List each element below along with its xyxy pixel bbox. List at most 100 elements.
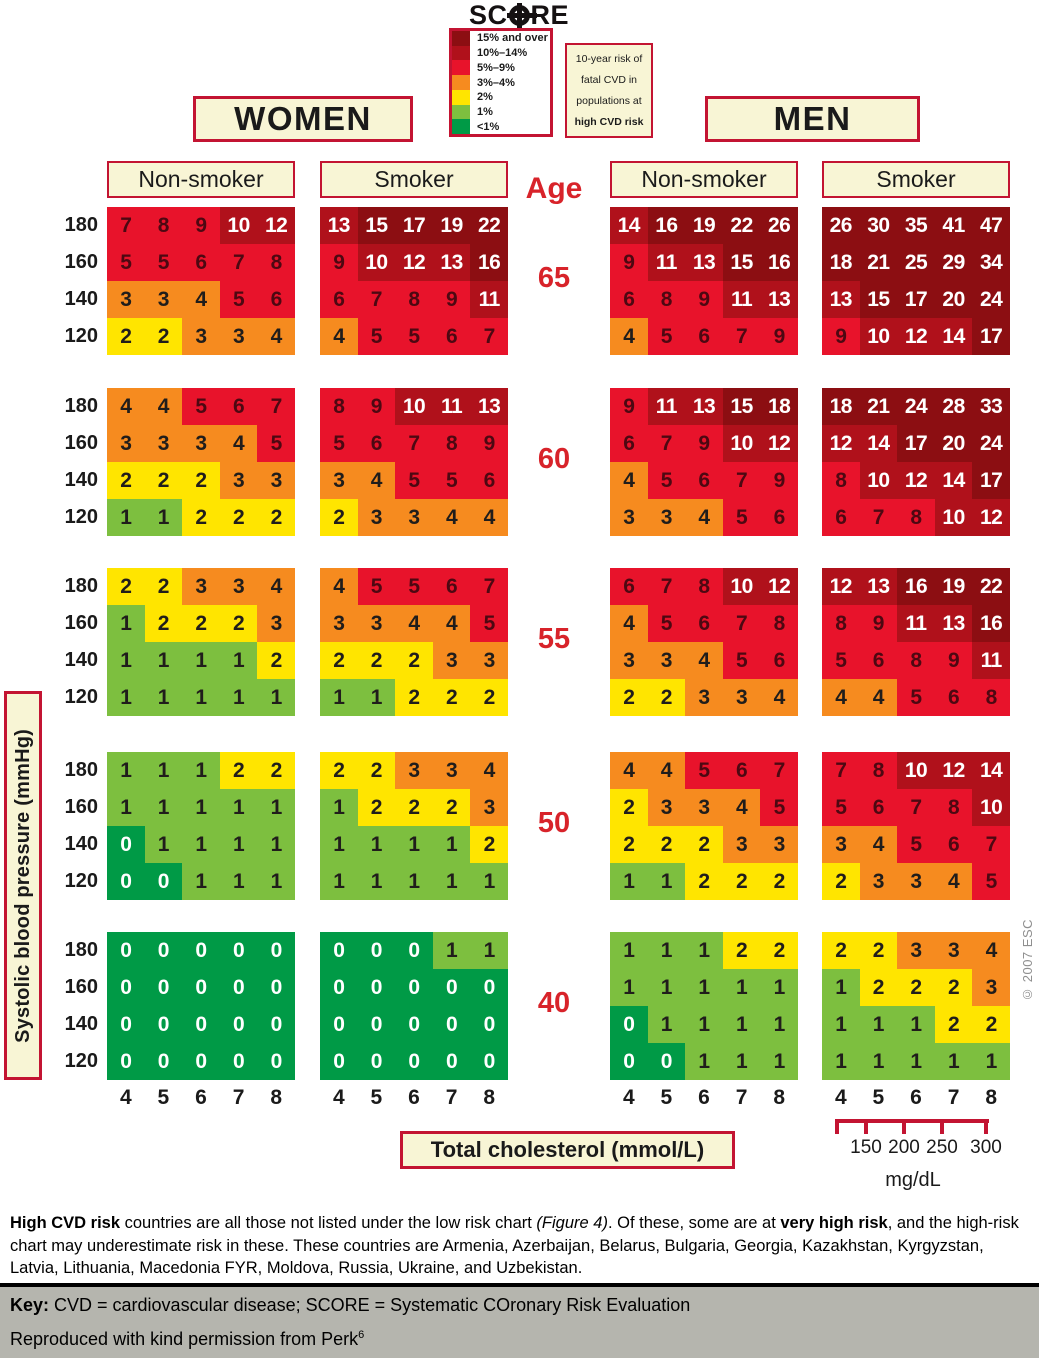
risk-cell: 1 xyxy=(144,826,183,863)
risk-cell: 3 xyxy=(357,499,396,536)
risk-cell: 5 xyxy=(647,462,686,499)
bp-tick-label: 140 xyxy=(64,469,98,491)
risk-cell: 8 xyxy=(685,568,723,605)
risk-cell: 4 xyxy=(685,642,723,679)
risk-cell: 1 xyxy=(144,789,183,826)
risk-cell: 11 xyxy=(722,281,761,318)
risk-cell: 2 xyxy=(610,789,648,826)
risk-cell: 0 xyxy=(219,969,258,1006)
risk-cell: 11 xyxy=(647,388,686,425)
risk-cell: 7 xyxy=(395,425,433,462)
risk-description-box: 10-year risk of fatal CVD in populations a… xyxy=(565,43,653,138)
risk-cell: 25 xyxy=(897,244,935,281)
risk-cell: 1 xyxy=(859,1006,898,1043)
risk-cell: 24 xyxy=(897,388,935,425)
key-line: Key: CVD = cardiovascular disease; SCORE… xyxy=(10,1295,690,1316)
risk-cell: 10 xyxy=(934,499,973,536)
risk-cell: 1 xyxy=(320,826,358,863)
risk-cell: 3 xyxy=(685,789,723,826)
cholesterol-tick-label: 5 xyxy=(872,1086,885,1109)
risk-cell: 5 xyxy=(219,281,258,318)
risk-cell: 1 xyxy=(219,826,258,863)
women-smoker-header: Smoker xyxy=(320,161,508,198)
risk-cell: 10 xyxy=(859,462,898,499)
bp-axis-label: Systolic blood pressure (mmHg) xyxy=(11,728,34,1043)
risk-cell: 4 xyxy=(320,318,358,355)
cholesterol-tick-label: 8 xyxy=(483,1086,496,1109)
risk-cell: 2 xyxy=(219,752,258,789)
risk-cell: 5 xyxy=(395,568,433,605)
risk-cell: 10 xyxy=(722,425,761,462)
cholesterol-axis-label-box: Total cholesterol (mmol/L) xyxy=(400,1131,735,1169)
mgdl-unit-label: mg/dL xyxy=(885,1169,941,1191)
risk-cell: 2 xyxy=(144,568,183,605)
risk-cell: 10 xyxy=(897,752,935,789)
footnote-segment: , and the high-risk chart may underestim… xyxy=(10,1214,1019,1277)
risk-cell: 1 xyxy=(610,863,648,900)
risk-description-line: 10-year risk of xyxy=(575,52,643,65)
risk-cell: 6 xyxy=(610,568,648,605)
risk-cell: 14 xyxy=(610,207,648,244)
risk-cell: 5 xyxy=(822,789,860,826)
risk-cell: 5 xyxy=(144,244,183,281)
risk-cell: 4 xyxy=(257,318,295,355)
risk-cell: 2 xyxy=(934,969,973,1006)
risk-cell: 1 xyxy=(182,826,220,863)
risk-cell: 1 xyxy=(685,969,723,1006)
risk-cell: 21 xyxy=(859,244,898,281)
risk-cell: 3 xyxy=(432,642,471,679)
cholesterol-tick-row: 4 5 6 7 8 xyxy=(822,1084,1010,1112)
risk-cell: 1 xyxy=(760,1043,798,1080)
risk-cell: 26 xyxy=(760,207,798,244)
risk-cell: 2 xyxy=(647,679,686,716)
risk-cell: 9 xyxy=(760,318,798,355)
risk-cell: 3 xyxy=(972,969,1010,1006)
legend-swatch xyxy=(452,119,470,135)
risk-cell: 1 xyxy=(610,969,648,1006)
risk-cell: 6 xyxy=(822,499,860,536)
risk-cell: 1 xyxy=(107,499,145,536)
cholesterol-tick-label: 6 xyxy=(910,1086,922,1109)
risk-description-line: fatal CVD in xyxy=(580,73,638,86)
risk-cell: 3 xyxy=(219,462,258,499)
risk-cell: 2 xyxy=(647,826,686,863)
risk-cell: 4 xyxy=(972,932,1010,969)
risk-cell: 1 xyxy=(647,969,686,1006)
risk-cell: 11 xyxy=(972,642,1010,679)
reproduced-line: Reproduced with kind permission from Per… xyxy=(10,1329,364,1350)
risk-cell: 1 xyxy=(182,679,220,716)
risk-cell: 7 xyxy=(470,318,508,355)
men-nonsmoker-header: Non-smoker xyxy=(610,161,798,198)
risk-grid-men-smoker-55: 12 13 16 19 22 8 9 11 13 16 5 6 8 9 11 4 4 5 6 8 xyxy=(822,568,1010,716)
risk-cell: 0 xyxy=(610,1043,648,1080)
risk-cell: 6 xyxy=(934,679,973,716)
cholesterol-tick-label: 5 xyxy=(157,1086,170,1109)
footnote-segment: countries are all those not listed under… xyxy=(120,1214,537,1232)
risk-cell: 0 xyxy=(219,1006,258,1043)
risk-cell: 2 xyxy=(760,863,798,900)
risk-cell: 2 xyxy=(257,642,295,679)
risk-cell: 21 xyxy=(859,388,898,425)
risk-cell: 5 xyxy=(647,318,686,355)
risk-cell: 6 xyxy=(760,499,798,536)
risk-cell: 0 xyxy=(395,932,433,969)
risk-cell: 7 xyxy=(859,499,898,536)
risk-cell: 0 xyxy=(470,969,508,1006)
risk-cell: 8 xyxy=(395,281,433,318)
risk-grid-men-nonsmoker-55: 6 7 8 10 12 4 5 6 7 8 3 3 4 5 6 2 2 3 3 4 xyxy=(610,568,798,716)
risk-cell: 1 xyxy=(107,679,145,716)
key-bar: Key: CVD = cardiovascular disease; SCORE… xyxy=(0,1287,1039,1358)
risk-cell: 12 xyxy=(760,568,798,605)
risk-cell: 13 xyxy=(320,207,358,244)
risk-cell: 5 xyxy=(395,462,433,499)
risk-cell: 2 xyxy=(685,826,723,863)
risk-cell: 0 xyxy=(219,932,258,969)
risk-cell: 8 xyxy=(144,207,183,244)
risk-grid-men-smoker-50: 7 8 10 12 14 5 6 7 8 10 3 4 5 6 7 2 3 3 4 5 xyxy=(822,752,1010,900)
